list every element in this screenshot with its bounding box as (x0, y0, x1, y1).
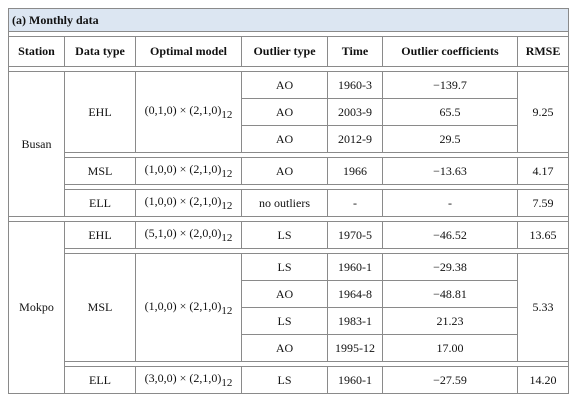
data-type-cell: EHL (64, 221, 136, 249)
rmse-cell: 7.59 (516, 189, 570, 217)
outlier-type-cell: AO (241, 157, 328, 185)
model-text: (1,0,0) × (2,1,0) (144, 298, 222, 313)
model-cell: (1,0,0) × (2,1,0)12 (135, 253, 242, 362)
model-subscript: 12 (221, 168, 233, 180)
table-row: MSL (1,0,0) × (2,1,0)12 AO 1966 −13.63 4.17 (9, 157, 570, 185)
table-row: Station Data type Optimal model Outlier typ… (8, 36, 570, 67)
time-cell: 1964-8 (327, 280, 383, 308)
model-subscript: 12 (221, 109, 233, 121)
coefficient-cell: 29.5 (382, 125, 518, 153)
outlier-type-cell: AO (241, 71, 328, 99)
table-title: (a) Monthly data (7, 8, 570, 32)
model-subscript: 12 (221, 304, 233, 317)
time-cell: 2003-9 (327, 98, 383, 126)
coefficient-cell: −48.81 (382, 280, 518, 308)
coefficient-cell: −27.59 (382, 366, 518, 394)
model-subscript: 12 (221, 377, 233, 389)
model-cell: (0,1,0) × (2,1,0)12 (135, 71, 242, 153)
time-cell: 1960-1 (327, 253, 383, 281)
column-header: RMSE (516, 36, 570, 67)
model-subscript: 12 (221, 200, 233, 212)
column-header: Data type (64, 36, 136, 67)
table-row: Mokpo EHL (5,1,0) × (2,0,0)12 LS 1970-5 −46.5… (8, 221, 570, 394)
column-header: Outlier coefficients (382, 36, 518, 67)
time-cell: - (327, 189, 383, 217)
column-header: Optimal model (135, 36, 242, 67)
outlier-type-cell: AO (241, 98, 328, 126)
coefficient-cell: −139.7 (382, 71, 518, 99)
rmse-cell: 13.65 (516, 221, 570, 249)
outlier-type-cell: LS (241, 366, 328, 394)
data-table: (a) Monthly data Station Data type Optimal … (7, 8, 570, 394)
table-row: AO 2012-9 29.5 (9, 125, 569, 153)
model-cell: (1,0,0) × (2,1,0)12 (135, 157, 242, 185)
rmse-cell: 9.25 (516, 71, 570, 153)
coefficient-cell: −46.52 (382, 221, 518, 249)
coefficient-cell: - (382, 189, 518, 217)
station-cell: Busan (8, 71, 65, 217)
time-cell: 1970-5 (327, 221, 383, 249)
rmse-cell: 4.17 (516, 157, 570, 185)
station-cell: Mokpo (8, 221, 65, 394)
outlier-type-cell: LS (241, 253, 328, 281)
model-text: (3,0,0) × (2,1,0) (144, 371, 222, 385)
time-cell: 1966 (327, 157, 383, 185)
model-text: (1,0,0) × (2,1,0) (144, 194, 222, 208)
data-type-cell: ELL (64, 366, 136, 394)
model-text: (5,1,0) × (2,0,0) (144, 226, 222, 240)
table-row: ELL (3,0,0) × (2,1,0)12 LS 1960-1 −27.59 14.2… (9, 366, 570, 394)
coefficient-cell: −29.38 (382, 253, 518, 281)
outlier-type-cell: AO (241, 125, 328, 153)
time-cell: 1960-1 (327, 366, 383, 394)
outlier-type-cell: AO (241, 280, 328, 308)
coefficient-cell: −13.63 (382, 157, 518, 185)
data-type-cell: ELL (64, 189, 136, 217)
column-header: Time (327, 36, 383, 67)
data-type-cell: MSL (64, 157, 136, 185)
table-row: (a) Monthly data (7, 8, 570, 32)
model-text: (0,1,0) × (2,1,0) (144, 103, 222, 117)
time-cell: 1995-12 (327, 334, 383, 362)
table-row: Busan EHL (0,1,0) × (2,1,0)12 AO 1960-3 −139.… (8, 71, 570, 217)
model-cell: (5,1,0) × (2,0,0)12 (135, 221, 242, 249)
outlier-type-cell: LS (241, 221, 328, 249)
rmse-cell: 5.33 (516, 253, 570, 362)
time-cell: 2012-9 (327, 125, 383, 153)
outlier-type-cell: AO (241, 334, 328, 362)
model-cell: (3,0,0) × (2,1,0)12 (135, 366, 242, 394)
coefficient-cell: 65.5 (382, 98, 518, 126)
model-text: (1,0,0) × (2,1,0) (144, 162, 222, 176)
time-cell: 1960-3 (327, 71, 383, 99)
coefficient-cell: 21.23 (382, 307, 518, 335)
outlier-type-cell: LS (241, 307, 328, 335)
model-subscript: 12 (221, 232, 233, 244)
rmse-cell: 14.20 (516, 366, 570, 394)
table-row: AO 2003-9 65.5 (9, 98, 569, 126)
coefficient-cell: 17.00 (382, 334, 518, 362)
table-row: MSL (1,0,0) × (2,1,0)12 LS 1960-1 −29.38 5.33 (9, 253, 570, 362)
time-cell: 1983-1 (327, 307, 383, 335)
table-wrap: (a) Monthly data Station Data type Optimal … (7, 8, 570, 394)
data-type-cell: EHL (64, 71, 136, 153)
table-row: ELL (1,0,0) × (2,1,0)12 no outliers - -7.59 (9, 189, 570, 217)
data-type-cell: MSL (64, 253, 136, 362)
model-cell: (1,0,0) × (2,1,0)12 (135, 189, 242, 217)
outlier-type-cell: no outliers (241, 189, 328, 217)
column-header: Station (8, 36, 65, 67)
column-header: Outlier type (241, 36, 328, 67)
